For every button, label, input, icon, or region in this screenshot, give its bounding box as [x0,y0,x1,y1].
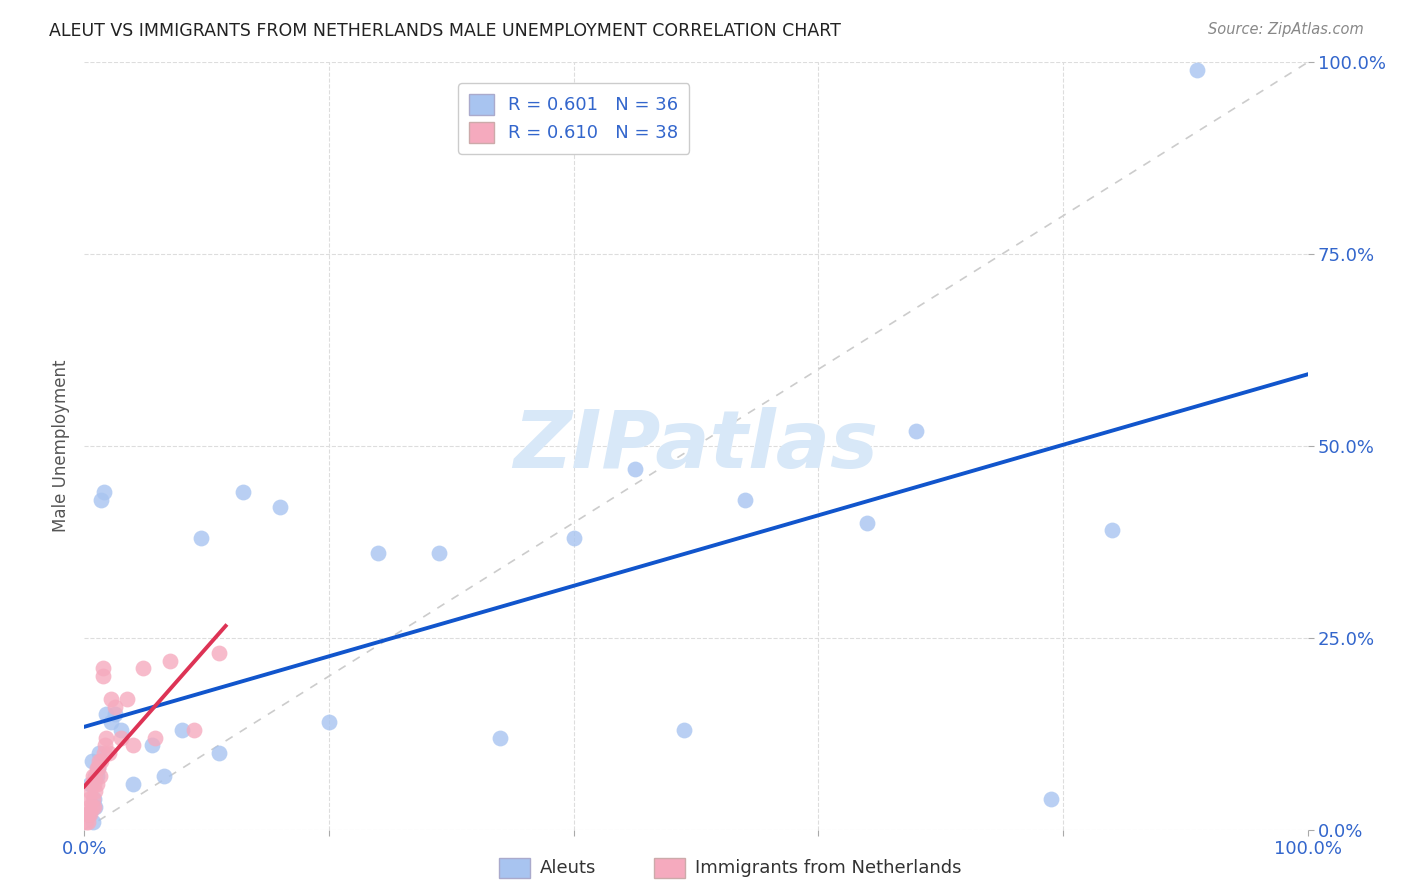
Point [87,761,110,775]
Point [190,531,212,545]
Point [100,715,122,730]
Point [77,792,100,806]
Point [367,546,389,560]
Point [208,646,231,660]
Point [93,485,115,500]
Point [79,784,101,798]
Point [77,807,100,822]
Point [80,776,103,790]
Y-axis label: Male Unemployment: Male Unemployment [52,359,70,533]
Point [122,738,145,752]
Point [79,807,101,822]
Point [84,799,107,814]
Point [672,723,695,737]
Point [83,776,105,790]
Text: Aleuts: Aleuts [540,859,596,877]
Text: Source: ZipAtlas.com: Source: ZipAtlas.com [1208,22,1364,37]
Point [269,500,291,515]
Point [96,731,118,745]
Point [77,799,100,814]
Point [94,738,117,752]
Point [82,769,104,783]
Point [87,746,110,760]
Point [83,792,105,806]
Point [183,723,205,737]
Point [84,784,107,798]
Point [75,814,97,829]
Point [77,814,100,829]
Point [76,807,98,822]
Point [91,661,114,675]
Point [624,462,647,476]
Point [80,754,103,768]
Point [143,731,166,745]
Point [1187,63,1209,78]
Point [77,807,100,822]
Point [90,492,112,507]
Point [153,769,176,783]
Point [1101,524,1123,538]
Text: ALEUT VS IMMIGRANTS FROM NETHERLANDS MALE UNEMPLOYMENT CORRELATION CHART: ALEUT VS IMMIGRANTS FROM NETHERLANDS MAL… [49,22,841,40]
Point [82,814,104,829]
Point [96,707,118,722]
Point [104,707,127,722]
Point [1039,792,1062,806]
Point [110,731,132,745]
Point [122,776,145,790]
Point [83,799,105,814]
Point [427,546,450,560]
Text: ZIPatlas: ZIPatlas [513,407,879,485]
Point [132,661,155,675]
Point [208,746,231,760]
Point [489,731,512,745]
Point [734,492,756,507]
Point [100,692,122,706]
Point [93,746,115,760]
Point [87,754,110,768]
Point [86,769,108,783]
Point [318,715,340,730]
Point [232,485,254,500]
Point [159,654,181,668]
Point [89,769,111,783]
Point [80,799,103,814]
Point [115,692,138,706]
Legend: R = 0.601   N = 36, R = 0.610   N = 38: R = 0.601 N = 36, R = 0.610 N = 38 [458,83,689,153]
Point [97,746,120,760]
Point [562,531,585,545]
Point [79,776,101,790]
Point [905,424,928,438]
FancyBboxPatch shape [654,858,685,878]
Point [86,776,108,790]
Point [84,769,107,783]
Point [172,723,194,737]
Point [856,516,879,530]
Point [110,723,132,737]
Point [141,738,163,752]
Point [82,792,104,806]
Point [91,669,114,683]
Point [90,754,112,768]
FancyBboxPatch shape [499,858,530,878]
Point [87,761,110,775]
Text: Immigrants from Netherlands: Immigrants from Netherlands [695,859,962,877]
Point [86,761,108,775]
Point [104,699,127,714]
